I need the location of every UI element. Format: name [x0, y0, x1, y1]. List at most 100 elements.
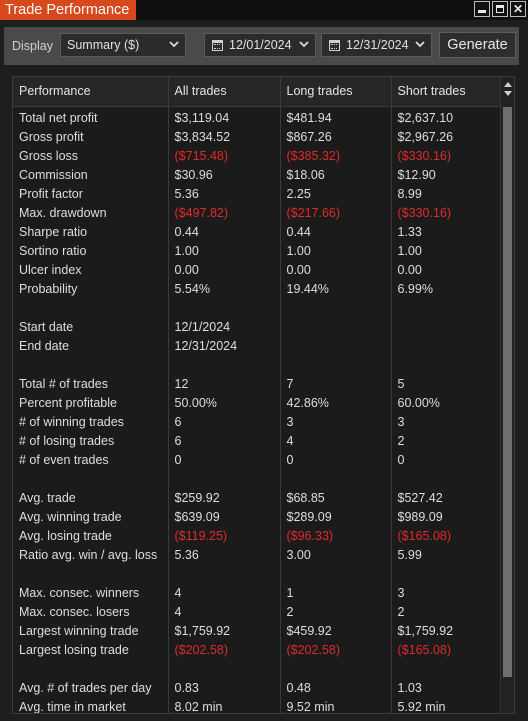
metric-value: $481.94 [280, 106, 392, 127]
metric-label: Ratio avg. win / avg. loss [13, 545, 169, 564]
display-select[interactable]: Summary ($) [60, 33, 186, 57]
table-row[interactable] [13, 298, 502, 317]
table-row[interactable] [13, 564, 502, 583]
metric-value: 12/31/2024 [168, 336, 281, 355]
table-row[interactable]: Avg. losing trade ($119.25) ($96.33) ($165.… [13, 526, 502, 545]
metric-value: 4 [280, 431, 392, 450]
table-row[interactable] [13, 469, 502, 488]
window-controls: ✕ [474, 1, 526, 17]
table-row[interactable]: Max. drawdown ($497.82) ($217.66) ($330.16) [13, 203, 502, 222]
table-row[interactable]: End date 12/31/2024 [13, 336, 502, 355]
metric-label: Sharpe ratio [13, 222, 169, 241]
metric-value: $12.90 [391, 165, 502, 184]
table-row[interactable]: Sharpe ratio 0.44 0.44 1.33 [13, 222, 502, 241]
table-row[interactable] [13, 355, 502, 374]
table-row[interactable]: Total # of trades 12 7 5 [13, 374, 502, 393]
metric-value: 4 [168, 602, 281, 621]
metric-value: 0.48 [280, 678, 392, 697]
metric-label: Percent profitable [13, 393, 169, 412]
metric-value: 0.00 [391, 260, 502, 279]
table-row[interactable]: # of losing trades 6 4 2 [13, 431, 502, 450]
metric-label: Max. consec. winners [13, 583, 169, 602]
metric-value: 3 [391, 412, 502, 431]
table-row[interactable]: Percent profitable 50.00% 42.86% 60.00% [13, 393, 502, 412]
metric-value: $18.06 [280, 165, 392, 184]
start-date-value: 12/01/2024 [229, 38, 292, 52]
metric-value: 0 [168, 450, 281, 469]
column-header-performance[interactable]: Performance [13, 77, 169, 107]
metric-value: 8.02 min [168, 697, 281, 713]
table-row[interactable]: Commission $30.96 $18.06 $12.90 [13, 165, 502, 184]
vertical-scrollbar[interactable] [500, 77, 514, 713]
metric-value: 0.83 [168, 678, 281, 697]
minimize-icon[interactable] [474, 1, 490, 17]
metric-label: Total # of trades [13, 374, 169, 393]
column-header-long-trades[interactable]: Long trades [280, 77, 392, 107]
metric-value: 5.92 min [391, 697, 502, 713]
metric-label: Avg. trade [13, 488, 169, 507]
metric-value: 19.44% [280, 279, 392, 298]
metric-value: $289.09 [280, 507, 392, 526]
metric-value: 6 [168, 431, 281, 450]
table-row[interactable]: Total net profit $3,119.04 $481.94 $2,637.1… [13, 106, 502, 127]
table-row[interactable]: # of even trades 0 0 0 [13, 450, 502, 469]
maximize-icon[interactable] [492, 1, 508, 17]
window-title: Trade Performance [0, 0, 137, 20]
table-row[interactable]: Probability 5.54% 19.44% 6.99% [13, 279, 502, 298]
metric-label: Profit factor [13, 184, 169, 203]
metric-value: 5.36 [168, 545, 281, 564]
table-row[interactable]: Profit factor 5.36 2.25 8.99 [13, 184, 502, 203]
column-header-short-trades[interactable]: Short trades [391, 77, 502, 107]
metric-value [168, 564, 281, 583]
table-row[interactable]: Avg. # of trades per day 0.83 0.48 1.03 [13, 678, 502, 697]
scroll-thumb[interactable] [503, 107, 512, 677]
metric-value: ($96.33) [280, 526, 392, 545]
performance-table: Performance All trades Long trades Short… [13, 77, 502, 713]
metric-value: 8.99 [391, 184, 502, 203]
table-row[interactable] [13, 659, 502, 678]
metric-value: 0.00 [280, 260, 392, 279]
table-row[interactable]: Ulcer index 0.00 0.00 0.00 [13, 260, 502, 279]
table-row[interactable]: Sortino ratio 1.00 1.00 1.00 [13, 241, 502, 260]
table-row[interactable]: Max. consec. winners 4 1 3 [13, 583, 502, 602]
metric-label: Avg. time in market [13, 697, 169, 713]
metric-label: # of losing trades [13, 431, 169, 450]
metric-label: Largest losing trade [13, 640, 169, 659]
metric-value: ($202.58) [168, 640, 281, 659]
title-bar: Trade Performance ✕ [0, 0, 528, 20]
start-date-picker[interactable]: 12/01/2024 [204, 33, 316, 57]
metric-value: 6 [168, 412, 281, 431]
metric-value [391, 336, 502, 355]
metric-value: ($165.08) [391, 526, 502, 545]
metric-label: Gross profit [13, 127, 169, 146]
table-row[interactable]: Gross profit $3,834.52 $867.26 $2,967.26 [13, 127, 502, 146]
table-row[interactable]: Ratio avg. win / avg. loss 5.36 3.00 5.99 [13, 545, 502, 564]
scroll-up-icon[interactable] [504, 82, 512, 87]
table-row[interactable]: Start date 12/1/2024 [13, 317, 502, 336]
metric-value: ($119.25) [168, 526, 281, 545]
end-date-picker[interactable]: 12/31/2024 [321, 33, 432, 57]
table-row[interactable]: Max. consec. losers 4 2 2 [13, 602, 502, 621]
table-row[interactable]: Gross loss ($715.48) ($385.32) ($330.16) [13, 146, 502, 165]
column-header-all-trades[interactable]: All trades [168, 77, 281, 107]
table-body: Total net profit $3,119.04 $481.94 $2,637.1… [13, 106, 502, 713]
metric-value: 3 [391, 583, 502, 602]
generate-button[interactable]: Generate [439, 32, 516, 58]
metric-value [391, 317, 502, 336]
metric-label: Probability [13, 279, 169, 298]
table-row[interactable]: # of winning trades 6 3 3 [13, 412, 502, 431]
metric-value: 42.86% [280, 393, 392, 412]
table-row[interactable]: Largest losing trade ($202.58) ($202.58) ($… [13, 640, 502, 659]
table-row[interactable]: Avg. time in market 8.02 min 9.52 min 5.92 … [13, 697, 502, 713]
table-row[interactable]: Largest winning trade $1,759.92 $459.92 $1,… [13, 621, 502, 640]
metric-value: ($715.48) [168, 146, 281, 165]
metric-value: 3 [280, 412, 392, 431]
metric-value [168, 355, 281, 374]
metric-value: ($165.08) [391, 640, 502, 659]
metric-label: Sortino ratio [13, 241, 169, 260]
performance-grid: Performance All trades Long trades Short… [12, 76, 515, 714]
table-row[interactable]: Avg. trade $259.92 $68.85 $527.42 [13, 488, 502, 507]
close-icon[interactable]: ✕ [510, 1, 526, 17]
scroll-down-icon[interactable] [504, 91, 512, 96]
table-row[interactable]: Avg. winning trade $639.09 $289.09 $989.09 [13, 507, 502, 526]
